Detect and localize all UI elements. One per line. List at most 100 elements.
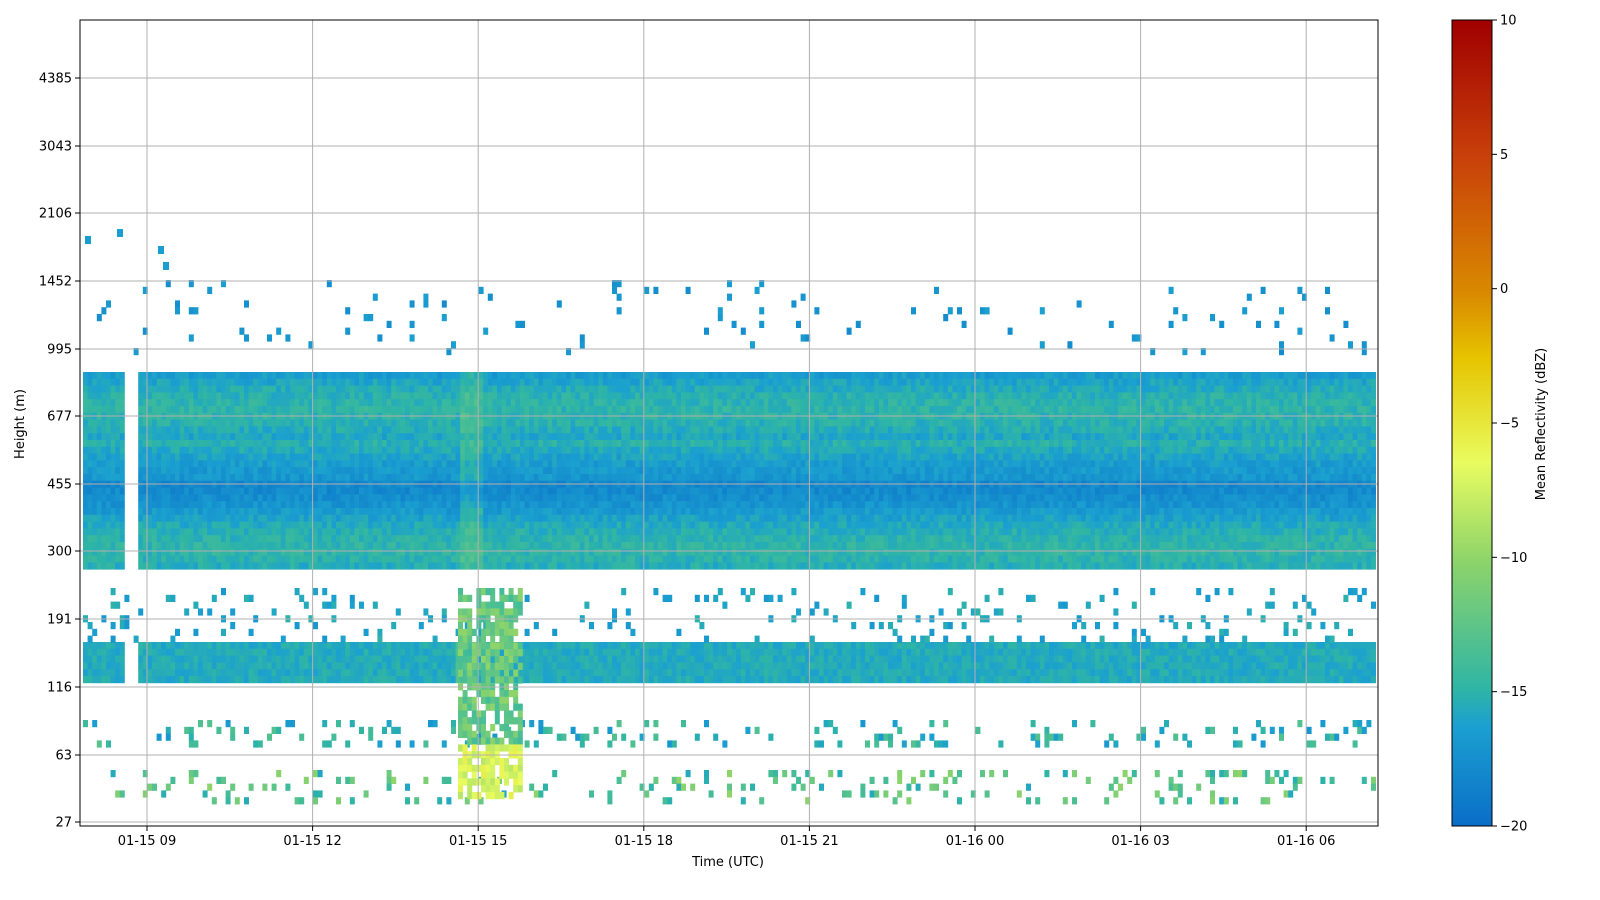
reflectivity-cell [888,392,893,400]
reflectivity-cell [1274,446,1280,454]
reflectivity-cell [1053,385,1059,393]
reflectivity-cell [280,446,286,454]
reflectivity-cell [409,419,415,427]
reflectivity-cell [543,440,548,448]
reflectivity-cell [418,392,424,400]
reflectivity-cell [984,440,990,448]
reflectivity-cell [589,460,594,468]
reflectivity-cell [869,446,875,454]
reflectivity-cell [773,419,778,427]
reflectivity-cell [708,446,714,454]
reflectivity-cell [267,406,272,414]
reflectivity-cell [331,426,337,434]
reflectivity-cell [938,487,944,495]
reflectivity-cell [533,467,539,475]
reflectivity-cell [170,419,176,427]
reflectivity-cell [446,453,452,461]
reflectivity-cell [947,433,953,441]
reflectivity-cell [828,392,834,400]
reflectivity-cell [1164,419,1169,427]
reflectivity-cell [1251,453,1257,461]
reflectivity-cell [1182,440,1188,448]
reflectivity-cell [966,378,972,386]
reflectivity-cell [570,440,576,448]
reflectivity-cell [147,399,153,407]
reflectivity-cell [952,392,958,400]
reflectivity-cell [704,378,709,386]
reflectivity-cell [1003,453,1008,461]
reflectivity-cell [740,433,746,441]
reflectivity-cell [538,372,544,380]
reflectivity-cell [681,460,686,468]
reflectivity-cell [694,446,700,454]
reflectivity-cell [221,467,226,475]
reflectivity-cell [1371,399,1376,407]
reflectivity-cell [414,474,420,482]
reflectivity-cell [561,474,567,482]
reflectivity-cell [248,406,254,414]
reflectivity-cell [437,487,443,495]
reflectivity-cell [1044,378,1050,386]
reflectivity-cell [1338,446,1344,454]
reflectivity-cell [869,399,875,407]
reflectivity-cell [1200,474,1206,482]
reflectivity-cell [980,446,985,454]
reflectivity-cell [616,433,622,441]
reflectivity-cell [1067,419,1073,427]
reflectivity-cell [1016,372,1022,380]
reflectivity-cell [156,378,162,386]
reflectivity-cell [428,460,433,468]
reflectivity-cell [349,419,355,427]
reflectivity-cell [823,385,829,393]
reflectivity-cell [1104,419,1110,427]
reflectivity-cell [1357,406,1363,414]
reflectivity-cell [115,440,121,448]
reflectivity-cell [1012,446,1018,454]
reflectivity-cell [1182,446,1188,454]
reflectivity-cell [1279,467,1284,475]
reflectivity-cell [106,460,111,468]
reflectivity-cell [1131,440,1137,448]
reflectivity-cell [1090,385,1096,393]
reflectivity-cell [234,426,240,434]
reflectivity-cell [382,446,387,454]
reflectivity-cell [616,453,622,461]
reflectivity-cell [276,433,282,441]
reflectivity-cell [602,399,608,407]
reflectivity-cell [998,440,1004,448]
reflectivity-cell [1072,399,1077,407]
reflectivity-cell [791,426,797,434]
reflectivity-cell [1292,372,1298,380]
reflectivity-cell [1053,426,1059,434]
reflectivity-cell [906,378,912,386]
reflectivity-cell [1127,440,1133,448]
reflectivity-cell [221,426,226,434]
reflectivity-cell [915,385,921,393]
reflectivity-cell [993,446,999,454]
reflectivity-cell [377,378,383,386]
reflectivity-cell [115,474,121,482]
reflectivity-cell [828,446,834,454]
reflectivity-cell [809,487,815,495]
reflectivity-cell [722,440,728,448]
reflectivity-cell [345,440,351,448]
reflectivity-cell [1219,399,1225,407]
reflectivity-cell [1187,399,1192,407]
reflectivity-cell [340,406,346,414]
reflectivity-cell [1062,446,1068,454]
reflectivity-cell [317,460,323,468]
reflectivity-cell [653,433,659,441]
reflectivity-cell [777,426,783,434]
reflectivity-cell [188,453,194,461]
reflectivity-cell [1265,378,1271,386]
reflectivity-cell [717,372,723,380]
reflectivity-cell [211,378,217,386]
reflectivity-cell [119,372,125,380]
reflectivity-cell [805,372,811,380]
reflectivity-cell [938,406,944,414]
reflectivity-cell [474,385,479,393]
reflectivity-cell [768,453,774,461]
reflectivity-cell [552,399,558,407]
reflectivity-cell [253,419,259,427]
reflectivity-cell [225,399,231,407]
